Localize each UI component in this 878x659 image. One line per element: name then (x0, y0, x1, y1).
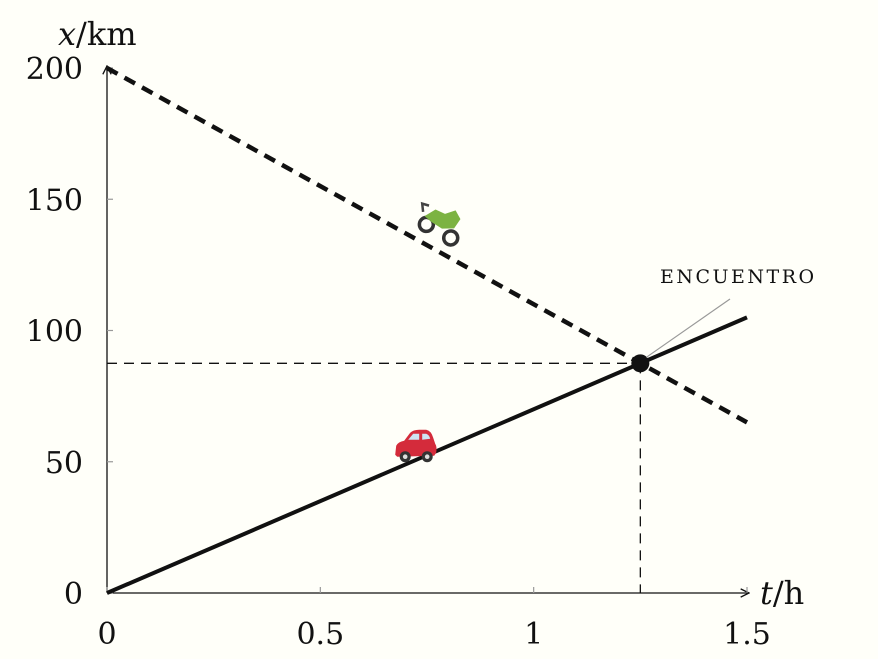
x-axis-variable: t (760, 574, 773, 612)
axes (107, 66, 749, 593)
y-axis-label: x/km (58, 15, 137, 53)
moto-wheel-front (441, 229, 460, 247)
tick-labels: 0 0.5 1 1.5 0 50 100 150 200 (26, 52, 771, 652)
x-tick-label: 0 (97, 617, 116, 652)
y-tick-label: 100 (26, 315, 83, 350)
annotation-leader-line (645, 298, 731, 358)
car-icon (395, 429, 437, 463)
car-hub-front (424, 454, 430, 459)
car-hub-rear (402, 454, 408, 459)
y-tick-label: 150 (26, 183, 83, 218)
x-tick-label: 1.5 (723, 617, 771, 652)
x-axis-unit: /h (773, 574, 804, 612)
moto-handlebar (420, 201, 430, 212)
intersection-guides (107, 362, 641, 593)
motorcycle-line (105, 66, 749, 425)
series-lines (105, 66, 749, 595)
x-tick-label: 1 (524, 617, 543, 652)
x-tick-label: 0.5 (296, 617, 344, 652)
meeting-point-marker (631, 354, 650, 373)
y-tick-label: 200 (26, 52, 83, 87)
y-axis-variable: x (58, 15, 76, 53)
motorcycle-icon (417, 201, 461, 247)
moto-body (424, 209, 461, 229)
car-window (408, 433, 431, 440)
meeting-annotation: ENCUENTRO (660, 266, 817, 288)
y-tick-label: 0 (64, 577, 83, 612)
tick-marks (106, 67, 748, 594)
y-axis-unit: /km (76, 15, 137, 53)
x-axis-label: t/h (760, 574, 804, 612)
y-tick-label: 50 (45, 446, 83, 481)
